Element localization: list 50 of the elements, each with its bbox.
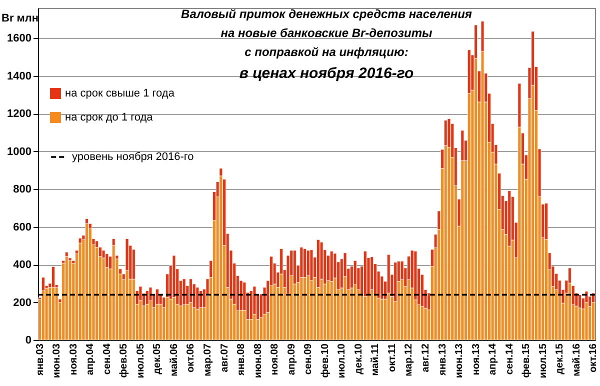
- y-tick-label: 0: [25, 334, 32, 346]
- x-tick-label: ноя.08: [270, 343, 281, 376]
- y-tick-label: 200: [13, 296, 32, 309]
- x-tick-label: апр.09: [286, 343, 298, 376]
- x-tick-label: мар.12: [404, 343, 415, 376]
- x-tick-label: сен.14: [504, 343, 516, 375]
- x-tick-label: апр.04: [85, 343, 96, 376]
- bar: [68, 260, 72, 340]
- x-tick-label: апр.14: [488, 343, 499, 376]
- text: Валовый приток денежных средств населения на новые банковские Br-депозиты с поправкой на инфляцию: в ценах ноября 2016-го: [181, 7, 472, 82]
- x-tick-label: май.16: [571, 343, 582, 376]
- y-tick-label: 1600: [7, 32, 32, 45]
- x-tick-label: май.06: [168, 343, 180, 376]
- x-tick-label: июн.08: [252, 343, 264, 378]
- x-tick-label: ноя.13: [470, 343, 482, 376]
- legend-label: на срок свыше 1 года: [65, 88, 176, 100]
- y-tick-label: 800: [13, 184, 32, 196]
- x-tick-label: сен.09: [303, 343, 314, 375]
- y-tick-label: 600: [13, 221, 32, 234]
- x-tick-label: дек.10: [353, 343, 364, 374]
- x-tick-label: июн.03: [52, 343, 63, 378]
- x-tick-label: фев.05: [118, 343, 130, 378]
- x-tick-label: авг.07: [219, 343, 230, 372]
- x-tick-label: авг.12: [420, 343, 432, 372]
- x-tick-label: янв.08: [236, 343, 248, 376]
- x-tick-label: дек.05: [152, 343, 164, 374]
- x-tick-label: янв.13: [437, 343, 448, 376]
- legend-label: на срок до 1 года: [65, 112, 154, 124]
- x-tick-label: окт.16: [588, 343, 600, 373]
- x-tick-label: окт.11: [386, 343, 398, 372]
- x-tick-label: июл.10: [336, 343, 348, 378]
- x-tick-label: сен.04: [102, 343, 113, 375]
- y-tick-label: 1400: [7, 70, 32, 82]
- y-tick-label: 1000: [7, 146, 32, 158]
- x-tick-label: окт.06: [186, 343, 197, 373]
- x-tick-label: фев.10: [320, 343, 331, 378]
- x-tick-label: июл.05: [135, 343, 146, 378]
- y-tick-label: 400: [13, 259, 32, 272]
- x-tick-label: ноя.03: [68, 343, 80, 376]
- x-tick-label: июл.15: [538, 343, 549, 378]
- y-axis-title: Br млн: [2, 12, 39, 24]
- x-tick-label: май.11: [370, 343, 382, 376]
- x-tick-label: янв.03: [34, 343, 46, 376]
- y-tick-label: 1200: [7, 108, 32, 120]
- x-tick-label: июн.13: [454, 343, 466, 378]
- legend-label: уровень ноября 2016-го: [72, 151, 194, 163]
- x-tick-label: мар.07: [202, 343, 214, 376]
- x-tick-label: фев.15: [521, 343, 532, 378]
- bar: [48, 286, 52, 340]
- x-tick-label: дек.15: [554, 343, 566, 374]
